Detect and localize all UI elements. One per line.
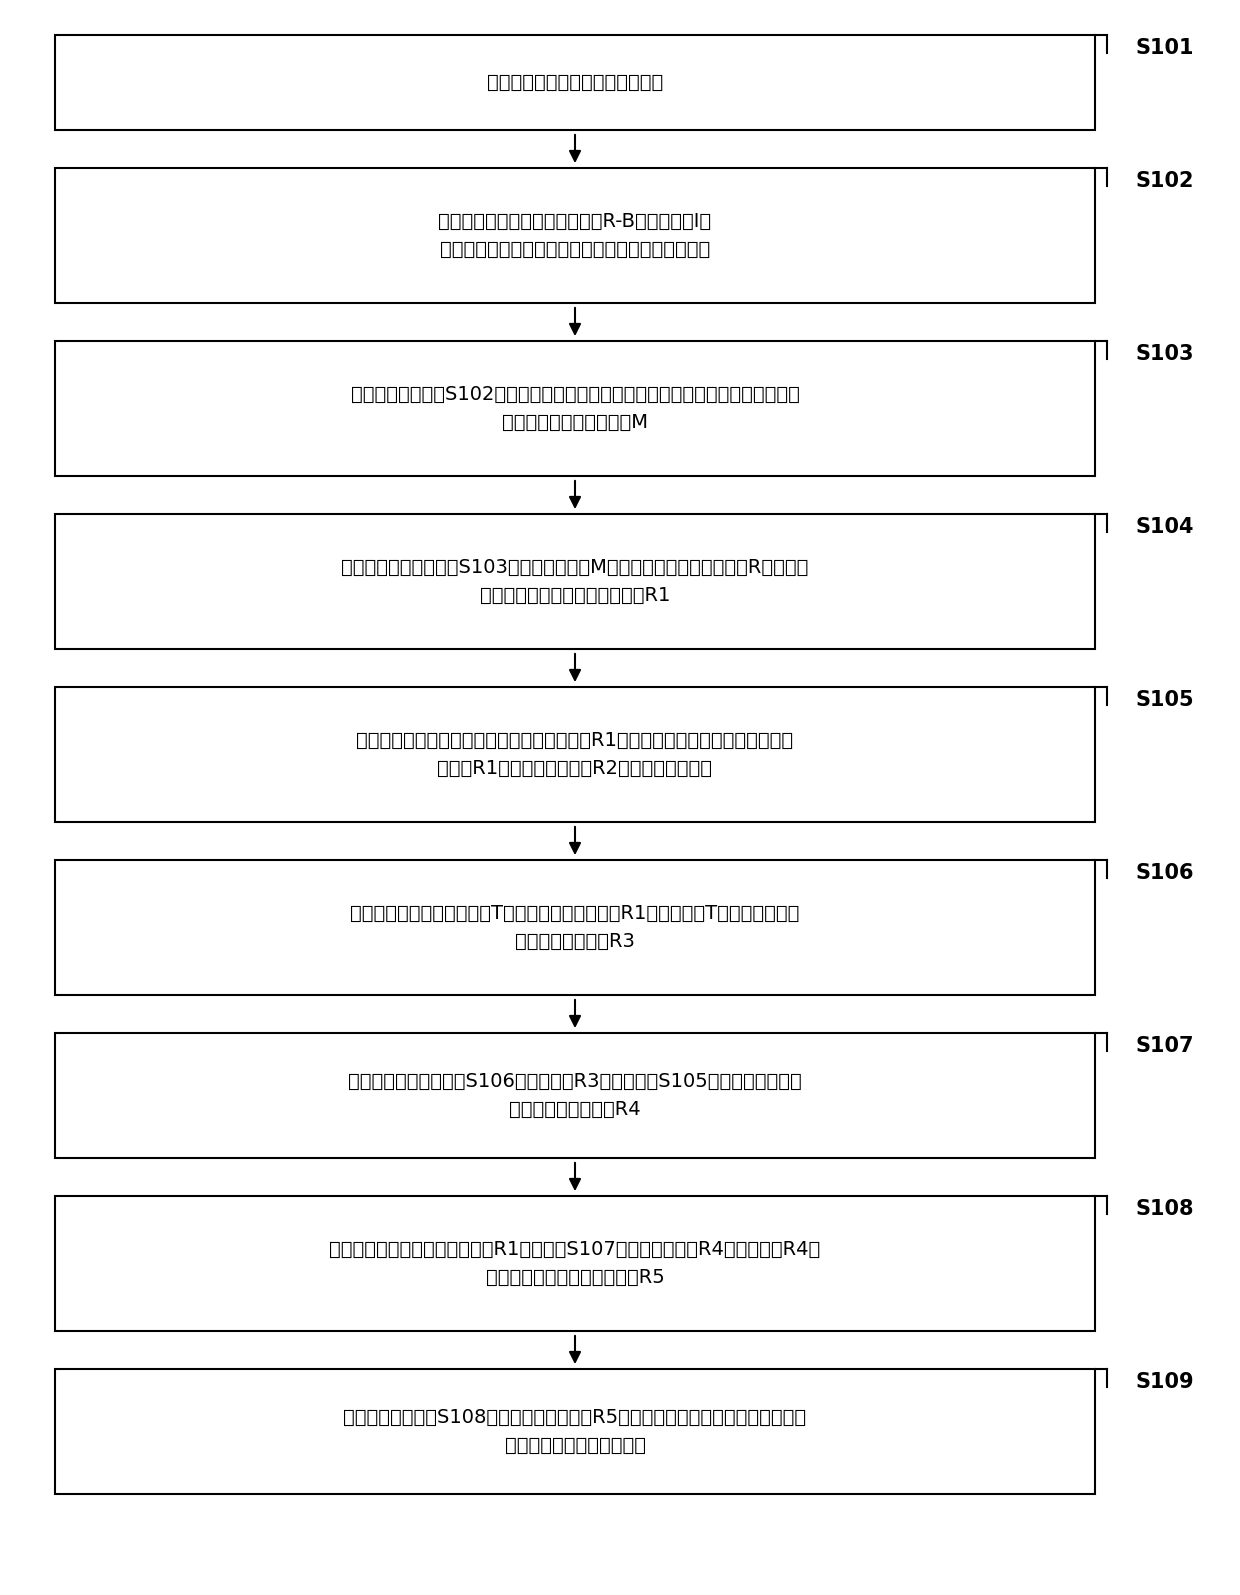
Text: 曲面拟合：对柑橘区域以像素位置为坐标，对R1图像灰度值建立曲面拟合方程，得
到柑橘R1图像拟合回归图像R2，并计算回归残差: 曲面拟合：对柑橘区域以像素位置为坐标，对R1图像灰度值建立曲面拟合方程，得 到柑… — [356, 731, 794, 778]
FancyBboxPatch shape — [55, 1034, 1095, 1158]
Text: S101: S101 — [1136, 38, 1194, 57]
Text: S102: S102 — [1136, 171, 1194, 191]
Text: 柑橘图像提取：将步骤S103得到的二值图像M与初始图像的红色分量图像R进行逐个
像素相乘得到柑橘红色分量图像R1: 柑橘图像提取：将步骤S103得到的二值图像M与初始图像的红色分量图像R进行逐个 … — [341, 558, 808, 605]
Text: S108: S108 — [1136, 1199, 1194, 1219]
FancyBboxPatch shape — [55, 1369, 1095, 1495]
Text: S109: S109 — [1136, 1372, 1194, 1392]
Text: 再次曲面拟合：对步骤S106得到的图像R3，采用步骤S105重新进行曲面拟合
回归，得到回归图像R4: 再次曲面拟合：对步骤S106得到的图像R3，采用步骤S105重新进行曲面拟合 回… — [348, 1072, 802, 1120]
Text: S106: S106 — [1136, 863, 1194, 884]
FancyBboxPatch shape — [55, 687, 1095, 821]
FancyBboxPatch shape — [55, 1196, 1095, 1330]
FancyBboxPatch shape — [55, 860, 1095, 995]
FancyBboxPatch shape — [55, 35, 1095, 131]
Text: 掩模提取：对步骤S102得到的二值图像，利用面积滤波和孔洞填充等形态学方法获
得柑橘区域二值掩模图像M: 掩模提取：对步骤S102得到的二值图像，利用面积滤波和孔洞填充等形态学方法获 得… — [351, 384, 800, 432]
Text: S103: S103 — [1136, 345, 1194, 364]
Text: 缺陷提取：对步骤S108得到的亮度校正图像R5进行阈值分割二值化，并通过形态学
处理获得柑橘表面缺陷图像: 缺陷提取：对步骤S108得到的亮度校正图像R5进行阈值分割二值化，并通过形态学 … — [343, 1408, 806, 1455]
Text: 图像校正：将柑橘红色分量图像R1除以步骤S107得到的回归图像R4，并再乘以R4最
大灰度值，得到亮度校正图像R5: 图像校正：将柑橘红色分量图像R1除以步骤S107得到的回归图像R4，并再乘以R4… — [330, 1239, 821, 1287]
FancyBboxPatch shape — [55, 514, 1095, 649]
Text: 异常点去除：设置残差阈值T，将柑橘红色分量图像R1中残差小于T的像素作为异常
点剔除，得到图像R3: 异常点去除：设置残差阈值T，将柑橘红色分量图像R1中残差小于T的像素作为异常 点… — [351, 904, 800, 951]
Text: S104: S104 — [1136, 517, 1194, 538]
Text: S107: S107 — [1136, 1037, 1194, 1056]
FancyBboxPatch shape — [55, 341, 1095, 475]
Text: 图像获取：获取柑橘果实彩色图像: 图像获取：获取柑橘果实彩色图像 — [487, 73, 663, 93]
FancyBboxPatch shape — [55, 167, 1095, 303]
Text: S105: S105 — [1136, 691, 1194, 710]
Text: 背景去除：计算获得原始图像的R-B分量差图像I，
并对其采用阈值法分割去除背景，得到目标二值图像: 背景去除：计算获得原始图像的R-B分量差图像I， 并对其采用阈值法分割去除背景，… — [439, 212, 712, 258]
